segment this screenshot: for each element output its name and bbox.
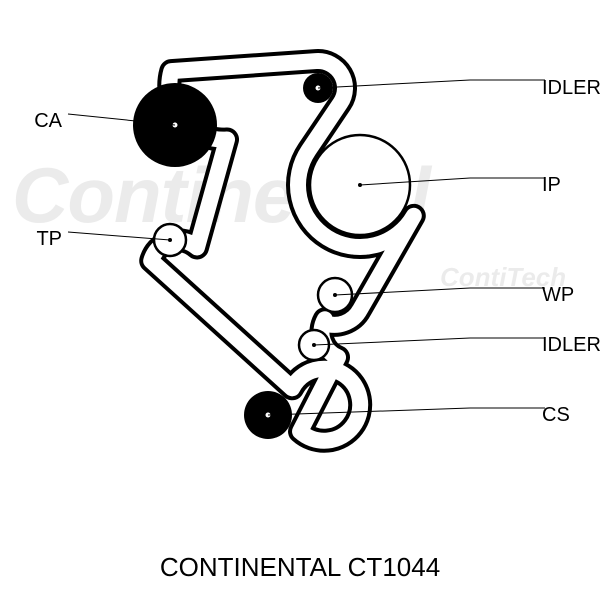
- belt-diagram-svg: CA IDLER IP TP WP IDLER CS: [0, 0, 600, 600]
- caption-line: CONTINENTAL CT1044: [0, 552, 600, 583]
- caption-brand: CONTINENTAL: [160, 552, 341, 582]
- label-ip: IP: [542, 174, 561, 196]
- label-idler2: IDLER: [542, 334, 600, 356]
- label-idler1: IDLER: [542, 77, 600, 99]
- leader-wp: [335, 288, 470, 295]
- leader-idler2: [314, 338, 470, 345]
- caption-part: CT1044: [348, 552, 441, 582]
- diagram-stage: Continental ContiTech CAIDLERIPTPWPIDLER…: [0, 0, 600, 600]
- label-tp: TP: [36, 228, 62, 250]
- label-ca: CA: [34, 110, 62, 132]
- label-wp: WP: [542, 284, 574, 306]
- label-cs: CS: [542, 404, 570, 426]
